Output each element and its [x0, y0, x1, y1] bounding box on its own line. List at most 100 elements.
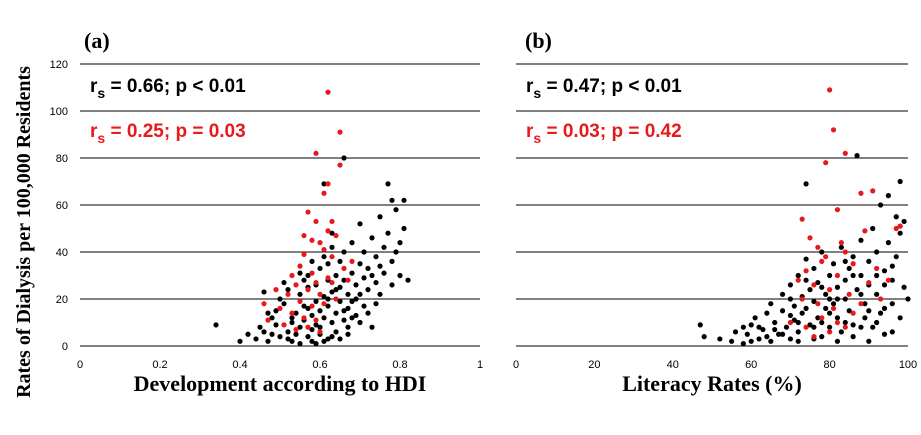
panel-a-data-point — [365, 265, 371, 272]
panel-b-data-point — [807, 322, 813, 328]
panel-a-data-point — [329, 254, 335, 260]
panel-a-data-point — [341, 317, 347, 323]
panel-a-data-point — [305, 287, 311, 293]
panel-b-data-point — [827, 87, 833, 93]
panel-b-data-point — [834, 207, 841, 213]
y-axis-label: Rates of Dialysis per 100,000 Residents — [13, 66, 35, 398]
panel-b: (b) Literacy Rates (%) 0 20 40 60 80 100 rs =… — [513, 28, 917, 396]
panel-b-data-point — [768, 301, 774, 307]
panel-a-y-tick-label: 100 — [50, 106, 68, 118]
panel-b-data-point — [870, 324, 876, 330]
panel-a-data-point — [353, 296, 359, 302]
panel-a-data-point — [301, 232, 307, 239]
panel-a-data-point — [333, 310, 339, 316]
panel-a-data-point — [345, 331, 351, 337]
panel-a-data-point — [313, 150, 319, 156]
panel-a-data-point — [357, 221, 363, 227]
panel-b-data-point — [701, 334, 707, 340]
panel-a-data-point — [289, 310, 295, 316]
panel-b-data-point — [881, 305, 888, 311]
panel-b-data-point — [748, 338, 754, 344]
panel-b-data-point — [881, 282, 888, 288]
panel-a-data-point — [261, 289, 267, 295]
panel-a-x-tick-label: 1 — [477, 359, 483, 371]
panel-a-data-point — [341, 277, 347, 283]
panel-a-data-point — [285, 329, 291, 335]
panel-b-data-point — [842, 324, 848, 330]
panel-b-data-point — [819, 319, 825, 326]
panel-b-data-point — [893, 214, 899, 220]
panel-b-data-point — [779, 308, 786, 314]
panel-b-data-point — [866, 308, 872, 314]
panel-b-data-point — [838, 240, 844, 246]
panel-b-data-point — [811, 324, 817, 330]
panel-b-data-point — [889, 329, 895, 335]
panel-b-data-point — [827, 272, 833, 279]
panel-b-data-point — [885, 277, 892, 283]
panel-a-data-point — [293, 326, 299, 333]
panel-a-data-point — [277, 334, 283, 340]
panel-b-data-point — [799, 310, 805, 316]
panel-b-data-point — [764, 334, 770, 340]
panel-b-data-point — [732, 329, 739, 335]
panel-a-data-point — [333, 232, 339, 239]
panel-b-data-point — [850, 334, 856, 340]
panel-b-data-point — [838, 244, 844, 250]
panel-b-data-point — [779, 291, 786, 297]
panel-b-data-point — [854, 153, 860, 159]
panel-a-data-point — [329, 334, 335, 340]
panel-b-data-point — [858, 237, 864, 243]
panel-a-data-point — [273, 322, 279, 328]
panel-b-points — [697, 87, 911, 347]
panel-b-data-point — [850, 261, 856, 267]
panel-b-x-axis-label: Literacy Rates (%) — [622, 371, 802, 396]
panel-a-data-point — [325, 89, 331, 95]
panel-b-data-point — [858, 272, 864, 279]
panel-a-data-point — [337, 162, 343, 168]
panel-b-data-point — [874, 319, 880, 326]
panel-a-data-point — [317, 329, 323, 335]
panel-a-data-point — [369, 272, 375, 279]
panel-b-data-point — [889, 301, 895, 307]
panel-b-x-tick-label: 20 — [588, 359, 600, 371]
panel-a-data-point — [377, 291, 383, 297]
panel-a-data-point — [353, 312, 359, 319]
panel-a-data-point — [289, 338, 295, 344]
panel-b-data-point — [827, 296, 833, 302]
panel-a-data-point — [297, 263, 303, 269]
panel-a-data-point — [389, 282, 395, 288]
panel-a-data-point — [265, 338, 271, 344]
panel-a-data-point — [337, 129, 343, 135]
panel-b-data-point — [803, 181, 809, 187]
panel-b-data-point — [827, 310, 833, 316]
panel-b-data-point — [842, 277, 848, 283]
panel-a-data-point — [297, 270, 303, 276]
panel-a-data-point — [309, 258, 315, 264]
panel-a-data-point — [333, 272, 339, 279]
panel-a-data-point — [349, 298, 355, 304]
panel-a-data-point — [337, 336, 343, 342]
panel-a-data-point — [397, 240, 403, 246]
panel-b-data-point — [901, 284, 907, 290]
panel-a-data-point — [309, 326, 315, 333]
panel-a-y-tick-label: 0 — [62, 341, 68, 353]
panel-a-data-point — [237, 338, 243, 344]
panel-a-data-point — [385, 181, 391, 187]
panel-a-data-point — [317, 308, 323, 314]
panel-a-data-point — [401, 225, 407, 232]
panel-a-y-tick-label: 40 — [56, 247, 68, 259]
panel-a-data-point — [365, 287, 371, 293]
panel-b-data-point — [889, 263, 895, 269]
panel-b-data-point — [901, 218, 907, 225]
panel-a-data-point — [313, 322, 319, 328]
panel-b-data-point — [842, 249, 848, 255]
panel-b-data-point — [815, 315, 821, 321]
panel-a-data-point — [329, 289, 335, 295]
panel-b-data-point — [850, 272, 856, 279]
panel-a-annotations: rs = 0.66; p < 0.01 rs = 0.25; p = 0.03 — [90, 76, 246, 146]
panel-a-data-point — [321, 254, 327, 260]
panel-a-data-point — [325, 181, 331, 187]
panel-a-data-point — [393, 249, 399, 255]
panel-a-x-tick-label: 0.6 — [312, 359, 327, 371]
panel-a-data-point — [357, 291, 363, 297]
